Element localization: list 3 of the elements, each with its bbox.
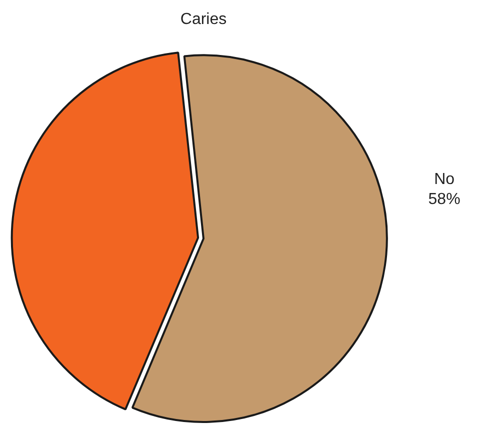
data-label: 58% bbox=[428, 191, 460, 208]
chart-title: Caries bbox=[180, 11, 227, 28]
slice-label: No bbox=[434, 171, 455, 188]
